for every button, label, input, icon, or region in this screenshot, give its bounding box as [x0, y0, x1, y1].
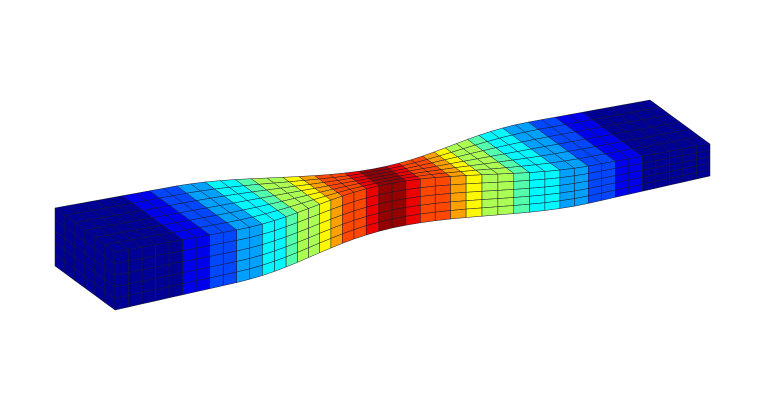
side-face-cell [450, 200, 467, 211]
side-face-cell [497, 197, 515, 207]
side-face-cell [513, 172, 530, 182]
side-face-cell [450, 175, 467, 186]
side-face-cell [434, 210, 451, 221]
side-face-cell [450, 192, 467, 203]
side-face-cell [544, 200, 561, 211]
side-face-cell [481, 181, 499, 192]
side-face-cell [696, 169, 711, 180]
side-face-cell [513, 203, 530, 214]
specimen-mesh [54, 99, 711, 311]
side-face-cell [497, 205, 515, 216]
side-face-cell [529, 202, 546, 213]
side-face-cell [529, 178, 546, 189]
side-face-cell [529, 171, 546, 181]
side-face-cell [465, 191, 483, 201]
side-face-cell [465, 174, 483, 185]
side-face-cell [513, 188, 530, 198]
side-face-cell [513, 196, 530, 206]
side-face-cell [420, 211, 436, 224]
side-face-cell [513, 180, 530, 190]
side-face-cell [497, 189, 515, 199]
top-face-cell [686, 136, 711, 147]
side-face-cell [481, 190, 499, 200]
side-face-cell [481, 198, 499, 209]
side-face-cell [481, 206, 499, 217]
side-face-cell [450, 183, 467, 194]
side-face-cell [465, 199, 483, 210]
side-face-cell [465, 207, 483, 218]
side-face-cell [497, 173, 515, 183]
side-face-cell [465, 182, 483, 193]
side-face-cell [497, 181, 515, 191]
side-face-cell [434, 184, 451, 196]
side-face-cell [481, 173, 499, 184]
side-face-cell [434, 176, 451, 187]
side-face-cell [450, 208, 467, 220]
